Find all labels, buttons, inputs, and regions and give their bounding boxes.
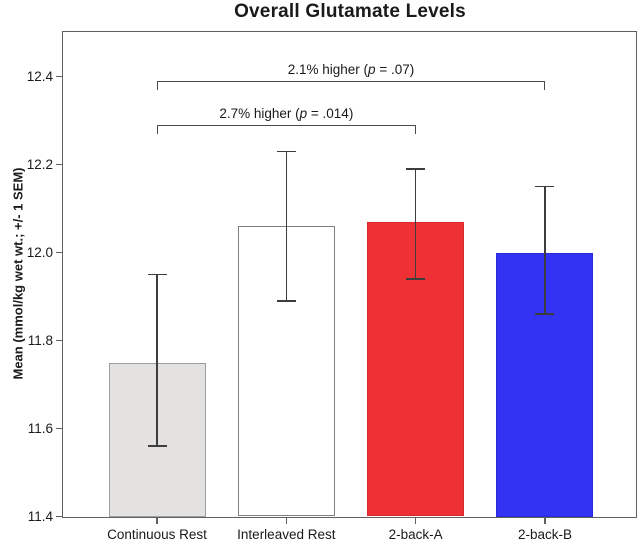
y-tick-label: 11.8	[27, 332, 53, 348]
error-bar-cap-bottom	[535, 313, 555, 315]
x-axis-tick	[544, 518, 546, 524]
significance-bracket-2	[157, 124, 416, 134]
significance-label-2: 2.7% higher (p = .014)	[136, 106, 436, 121]
y-axis-label: Mean (mmol/kg wet wt.; +/- 1 SEM)	[10, 167, 26, 380]
error-bar-cap-top	[147, 273, 167, 276]
error-bar-2-back-a	[414, 168, 417, 279]
chart-title: Overall Glutamate Levels	[234, 1, 466, 22]
y-axis-tick	[55, 515, 63, 518]
x-tick-label-continuous-rest: Continuous Rest	[107, 527, 207, 542]
p-value-text: = .014)	[307, 105, 354, 121]
error-bar-2-back-b	[544, 186, 546, 315]
x-axis-tick	[414, 518, 417, 524]
error-bar-cap-bottom	[276, 300, 296, 302]
x-axis-tick	[285, 518, 288, 524]
significance-text: 2.7% higher (	[219, 105, 300, 121]
error-bar-cap-top	[276, 150, 296, 153]
y-axis-tick	[55, 427, 63, 430]
x-tick-label-2-back-b: 2-back-B	[517, 527, 572, 542]
y-tick-label: 12.4	[26, 68, 53, 84]
significance-label-1: 2.1% higher (p = .07)	[201, 62, 501, 77]
error-bar-interleaved-rest	[285, 151, 288, 301]
p-value-text: = .07)	[375, 61, 415, 77]
error-bar-cap-top	[535, 185, 555, 188]
error-bar-continuous-rest	[156, 274, 158, 447]
y-axis-tick	[55, 251, 63, 254]
x-tick-label-interleaved-rest: Interleaved Rest	[237, 527, 336, 542]
y-tick-label: 12.2	[26, 156, 53, 172]
y-axis-tick	[55, 163, 63, 166]
significance-bracket-1	[157, 80, 545, 90]
error-bar-cap-bottom	[147, 445, 167, 447]
error-bar-cap-bottom	[406, 278, 426, 280]
y-tick-label: 12.0	[26, 244, 53, 260]
p-symbol: p	[299, 105, 308, 121]
y-axis-tick	[55, 75, 63, 78]
p-symbol: p	[368, 61, 376, 77]
error-bar-cap-top	[406, 168, 426, 170]
significance-text: 2.1% higher (	[287, 61, 369, 77]
x-axis-tick	[156, 518, 158, 524]
x-tick-label-2-back-a: 2-back-A	[388, 527, 443, 542]
y-axis-tick	[55, 339, 63, 342]
y-tick-label: 11.6	[27, 420, 53, 436]
y-tick-label: 11.4	[27, 508, 53, 524]
